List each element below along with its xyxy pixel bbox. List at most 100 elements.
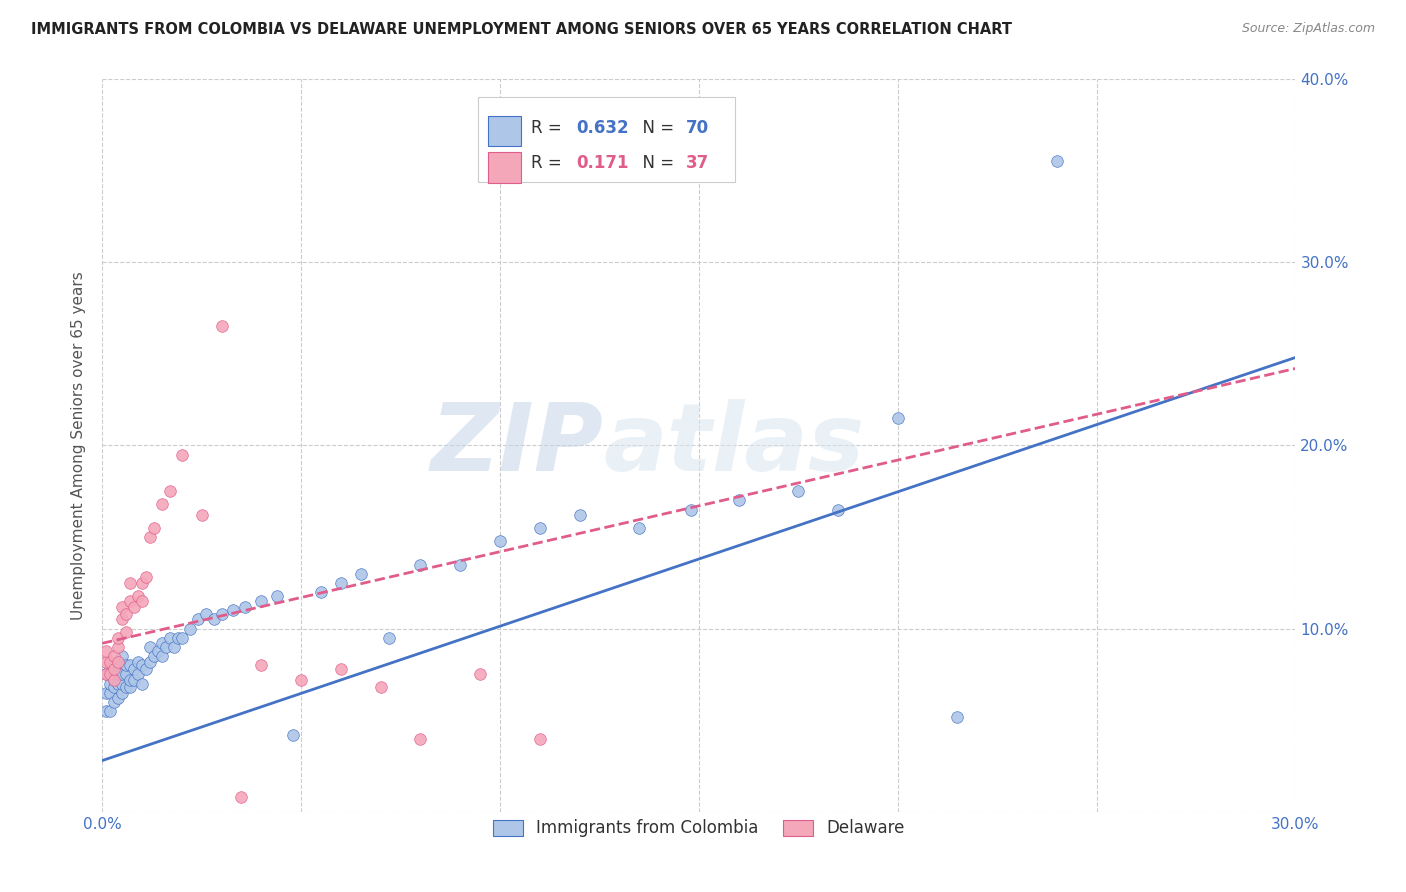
Point: [107, 676, 129, 690]
FancyBboxPatch shape: [488, 116, 522, 146]
Text: 70: 70: [686, 120, 709, 137]
Point: [127, 667, 149, 681]
Point: [886, 411, 908, 425]
Point: [409, 558, 432, 572]
Point: [827, 502, 849, 516]
Point: [111, 649, 134, 664]
Point: [118, 680, 141, 694]
Point: [329, 575, 352, 590]
Point: [266, 589, 288, 603]
Point: [194, 607, 217, 621]
Point: [107, 667, 129, 681]
Point: [146, 643, 169, 657]
Point: [139, 640, 162, 654]
Point: [211, 607, 233, 621]
Text: N =: N =: [633, 120, 679, 137]
Point: [449, 558, 471, 572]
Point: [231, 790, 253, 805]
Point: [139, 530, 162, 544]
Text: 0.171: 0.171: [576, 154, 628, 172]
Point: [131, 575, 153, 590]
Point: [107, 640, 129, 654]
Point: [96, 643, 118, 657]
Text: atlas: atlas: [603, 400, 865, 491]
Point: [98, 667, 121, 681]
Point: [111, 667, 134, 681]
Point: [170, 631, 193, 645]
Point: [142, 649, 165, 664]
Point: [281, 728, 304, 742]
Point: [370, 680, 392, 694]
Point: [568, 508, 591, 522]
Point: [135, 662, 157, 676]
Point: [122, 662, 145, 676]
Point: [127, 655, 149, 669]
Point: [103, 695, 125, 709]
Point: [250, 658, 273, 673]
FancyBboxPatch shape: [488, 153, 522, 183]
Point: [290, 673, 312, 687]
Point: [96, 655, 118, 669]
Point: [98, 686, 121, 700]
Point: [159, 631, 181, 645]
Y-axis label: Unemployment Among Seniors over 65 years: Unemployment Among Seniors over 65 years: [72, 271, 86, 620]
Point: [111, 676, 134, 690]
Text: N =: N =: [633, 154, 679, 172]
Point: [103, 673, 125, 687]
Text: 37: 37: [686, 154, 709, 172]
Point: [250, 594, 273, 608]
Point: [222, 603, 245, 617]
Point: [468, 667, 491, 681]
Text: 0.632: 0.632: [576, 120, 628, 137]
Point: [202, 612, 225, 626]
Point: [1046, 154, 1069, 169]
Point: [103, 649, 125, 664]
Point: [142, 521, 165, 535]
Point: [115, 667, 138, 681]
Point: [190, 508, 212, 522]
Point: [115, 658, 138, 673]
Point: [409, 731, 432, 746]
Point: [103, 680, 125, 694]
Point: [170, 448, 193, 462]
Point: [309, 585, 332, 599]
Point: [96, 686, 118, 700]
Point: [211, 319, 233, 334]
Legend: Immigrants from Colombia, Delaware: Immigrants from Colombia, Delaware: [486, 813, 911, 844]
Point: [98, 676, 121, 690]
Point: [115, 625, 138, 640]
Point: [163, 640, 186, 654]
Point: [98, 662, 121, 676]
Point: [96, 667, 118, 681]
Point: [489, 533, 512, 548]
Text: IMMIGRANTS FROM COLOMBIA VS DELAWARE UNEMPLOYMENT AMONG SENIORS OVER 65 YEARS CO: IMMIGRANTS FROM COLOMBIA VS DELAWARE UNE…: [31, 22, 1012, 37]
Point: [118, 575, 141, 590]
Point: [127, 589, 149, 603]
Point: [377, 631, 399, 645]
Point: [111, 612, 134, 626]
Point: [111, 686, 134, 700]
Point: [131, 594, 153, 608]
Point: [155, 640, 177, 654]
Point: [529, 731, 551, 746]
Point: [235, 599, 257, 614]
Point: [103, 658, 125, 673]
Point: [98, 655, 121, 669]
Text: R =: R =: [530, 154, 572, 172]
Point: [118, 658, 141, 673]
Point: [150, 636, 173, 650]
Point: [107, 631, 129, 645]
Point: [118, 594, 141, 608]
Point: [103, 673, 125, 687]
Point: [131, 676, 153, 690]
Point: [103, 662, 125, 676]
Point: [122, 599, 145, 614]
Point: [107, 655, 129, 669]
Point: [96, 667, 118, 681]
Point: [529, 521, 551, 535]
Point: [131, 658, 153, 673]
Text: Source: ZipAtlas.com: Source: ZipAtlas.com: [1241, 22, 1375, 36]
Point: [628, 521, 651, 535]
Point: [179, 622, 201, 636]
Point: [107, 691, 129, 706]
